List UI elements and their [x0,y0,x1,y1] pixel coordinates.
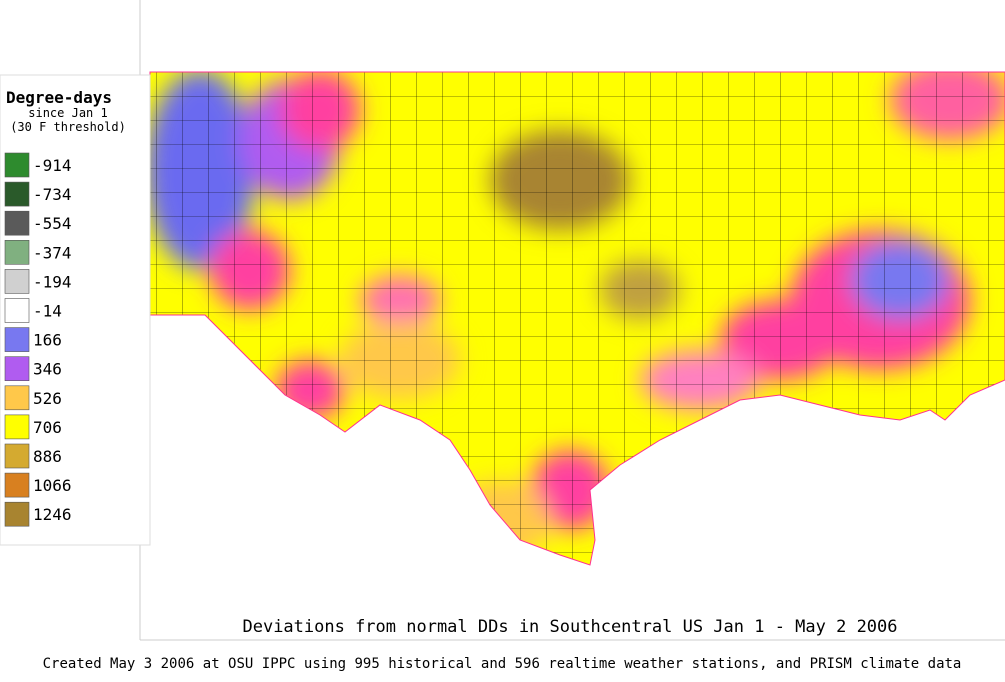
legend-subtitle: since Jan 1 [28,106,107,120]
legend-swatch [4,443,30,469]
legend-swatch [4,269,30,294]
legend-label: -194 [33,272,72,291]
legend-swatch [4,327,30,352]
legend-label: -734 [33,185,72,204]
legend-label: 526 [33,389,62,408]
legend-label: 1066 [33,476,72,495]
legend-label: 346 [33,360,62,379]
caption: Deviations from normal DDs in Southcentr… [242,617,897,637]
legend-swatch [4,385,30,411]
legend-swatch [4,152,30,178]
legend-label: 1246 [33,505,72,524]
legend-swatch [4,240,30,265]
legend-swatch [4,181,30,207]
legend-label: -374 [33,243,72,262]
legend-swatch [4,298,30,323]
legend-swatch [4,501,30,527]
legend-label: 706 [33,418,62,437]
legend-swatch [4,210,30,236]
legend-label: 886 [33,447,62,466]
legend-swatch [4,414,30,440]
legend-label: -14 [33,302,62,321]
deviation-map [150,72,1005,565]
legend-subtitle: (30 F threshold) [10,120,126,134]
map-outline [149,71,1005,566]
legend-swatch [4,356,30,382]
legend-swatch [4,472,30,498]
legend-label: -554 [33,214,72,233]
legend-label: 166 [33,331,62,350]
legend-title: Degree-days [6,88,112,107]
legend-label: -914 [33,156,72,175]
legend: Degree-days since Jan 1 (30 F threshold)… [0,74,151,546]
footer: Created May 3 2006 at OSU IPPC using 995… [43,656,962,672]
